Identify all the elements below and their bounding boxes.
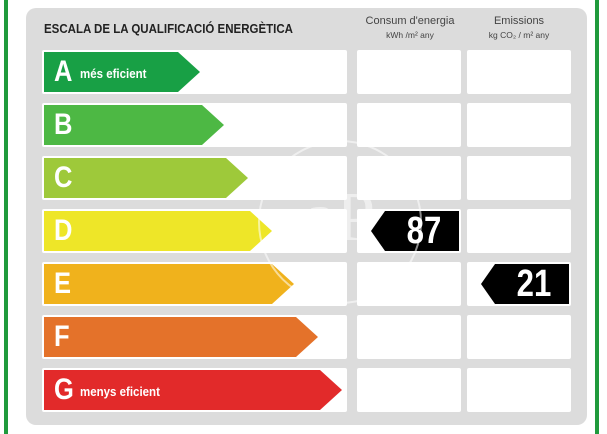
emissions-cell bbox=[467, 156, 571, 200]
emissions-indicator-value: 21 bbox=[516, 263, 552, 305]
energy-rating-panel: ESCALA DE LA QUALIFICACIÓ ENERGÈTICA Con… bbox=[26, 8, 587, 425]
energy-class-letter: G bbox=[54, 373, 74, 406]
bar-cell: B bbox=[42, 103, 347, 147]
energy-class-caption: menys eficient bbox=[80, 385, 160, 399]
energy-class-bar-c: C bbox=[44, 158, 248, 198]
consumption-cell bbox=[357, 50, 461, 94]
consumption-unit: kWh /m² any bbox=[386, 30, 434, 40]
consumption-column-header: Consum d'energia kWh /m² any bbox=[357, 14, 463, 41]
bar-cell: E bbox=[42, 262, 347, 306]
emissions-cell bbox=[467, 315, 571, 359]
energy-class-bar-b: B bbox=[44, 105, 224, 145]
consumption-cell bbox=[357, 315, 461, 359]
consumption-indicator-value: 87 bbox=[406, 210, 442, 252]
energy-class-bar-e: E bbox=[44, 264, 294, 304]
consumption-cell: 87 bbox=[357, 209, 461, 253]
emissions-column-header: Emissions kg CO₂ / m² any bbox=[466, 14, 572, 41]
consumption-cell bbox=[357, 368, 461, 412]
energy-class-letter: A bbox=[54, 55, 73, 88]
consumption-cell bbox=[357, 262, 461, 306]
emissions-cell: 21 bbox=[467, 262, 571, 306]
energy-class-letter: E bbox=[54, 267, 72, 300]
energy-class-caption: més eficient bbox=[80, 67, 147, 81]
energy-class-bar-f: F bbox=[44, 317, 318, 357]
emissions-cell bbox=[467, 368, 571, 412]
emissions-unit: kg CO₂ / m² any bbox=[488, 30, 550, 40]
bar-cell: D bbox=[42, 209, 347, 253]
consumption-cell bbox=[357, 156, 461, 200]
emissions-cell bbox=[467, 103, 571, 147]
scale-title: ESCALA DE LA QUALIFICACIÓ ENERGÈTICA bbox=[44, 22, 293, 36]
bar-cell: F bbox=[42, 315, 347, 359]
energy-class-letter: C bbox=[54, 161, 73, 194]
consumption-indicator: 87 bbox=[371, 211, 459, 251]
certificate-frame: ESCALA DE LA QUALIFICACIÓ ENERGÈTICA Con… bbox=[4, 0, 599, 434]
energy-class-letter: B bbox=[54, 108, 73, 141]
emissions-title: Emissions bbox=[493, 15, 545, 27]
emissions-cell bbox=[467, 50, 571, 94]
energy-class-letter: F bbox=[54, 320, 70, 353]
bar-cell: C bbox=[42, 156, 347, 200]
emissions-indicator: 21 bbox=[481, 264, 569, 304]
consumption-title: Consum d'energia bbox=[365, 15, 455, 27]
emissions-cell bbox=[467, 209, 571, 253]
energy-class-letter: D bbox=[54, 214, 73, 247]
energy-class-bar-d: D bbox=[44, 211, 272, 251]
consumption-cell bbox=[357, 103, 461, 147]
